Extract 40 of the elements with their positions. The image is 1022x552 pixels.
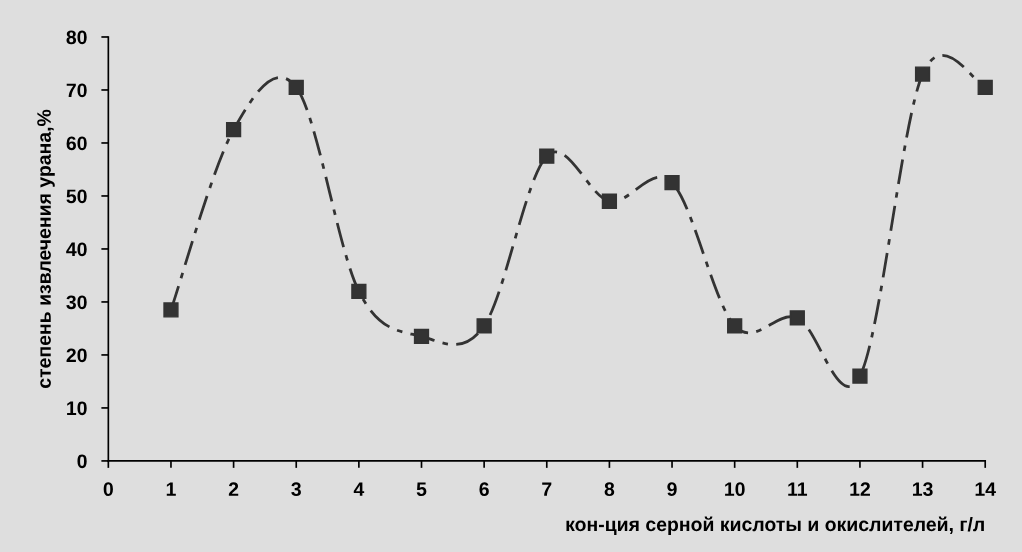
- x-tick-label: 13: [912, 482, 933, 497]
- y-tick-label: 80: [66, 30, 87, 45]
- point: [539, 148, 555, 164]
- point: [664, 175, 680, 191]
- point: [852, 368, 868, 384]
- x-tick-label: 3: [291, 482, 301, 497]
- y-axis-title: степень извлечения урана,%: [37, 109, 55, 388]
- x-tick-label: 4: [353, 482, 365, 496]
- x-tick-label: 8: [604, 482, 615, 497]
- x-tick-label: 0: [103, 482, 113, 497]
- point: [727, 318, 743, 334]
- point: [225, 122, 242, 138]
- point: [914, 66, 931, 82]
- y-tick-label: 60: [66, 136, 87, 151]
- x-tick-label: 10: [725, 482, 745, 497]
- x-tick-label: 14: [975, 482, 996, 496]
- y-tick-label: 40: [66, 242, 87, 257]
- x-tick-label: 7: [542, 482, 552, 496]
- x-tick-label: 6: [479, 482, 489, 497]
- x-tick-label: 2: [228, 482, 239, 496]
- y-tick-label: 70: [66, 83, 87, 98]
- point: [288, 79, 304, 95]
- x-axis-title: кон-ция серной кислоты и окислителей, г/л: [566, 516, 984, 536]
- y-tick-label: 30: [66, 295, 87, 310]
- x-tick-label: 12: [850, 482, 870, 496]
- x-tick-label: 9: [667, 482, 677, 497]
- point: [163, 302, 179, 318]
- y-tick-label: 50: [66, 189, 87, 204]
- point: [476, 318, 492, 334]
- point: [413, 328, 430, 345]
- point: [351, 283, 367, 299]
- point: [789, 310, 805, 326]
- y-tick-label: 0: [77, 454, 87, 469]
- point: [977, 79, 993, 95]
- x-tick-label: 5: [416, 482, 427, 497]
- point: [601, 193, 618, 209]
- y-tick-label: 10: [67, 401, 87, 416]
- x-tick-label: 11: [788, 482, 808, 496]
- y-tick-label: 20: [66, 348, 87, 363]
- x-tick-label: 1: [166, 482, 176, 496]
